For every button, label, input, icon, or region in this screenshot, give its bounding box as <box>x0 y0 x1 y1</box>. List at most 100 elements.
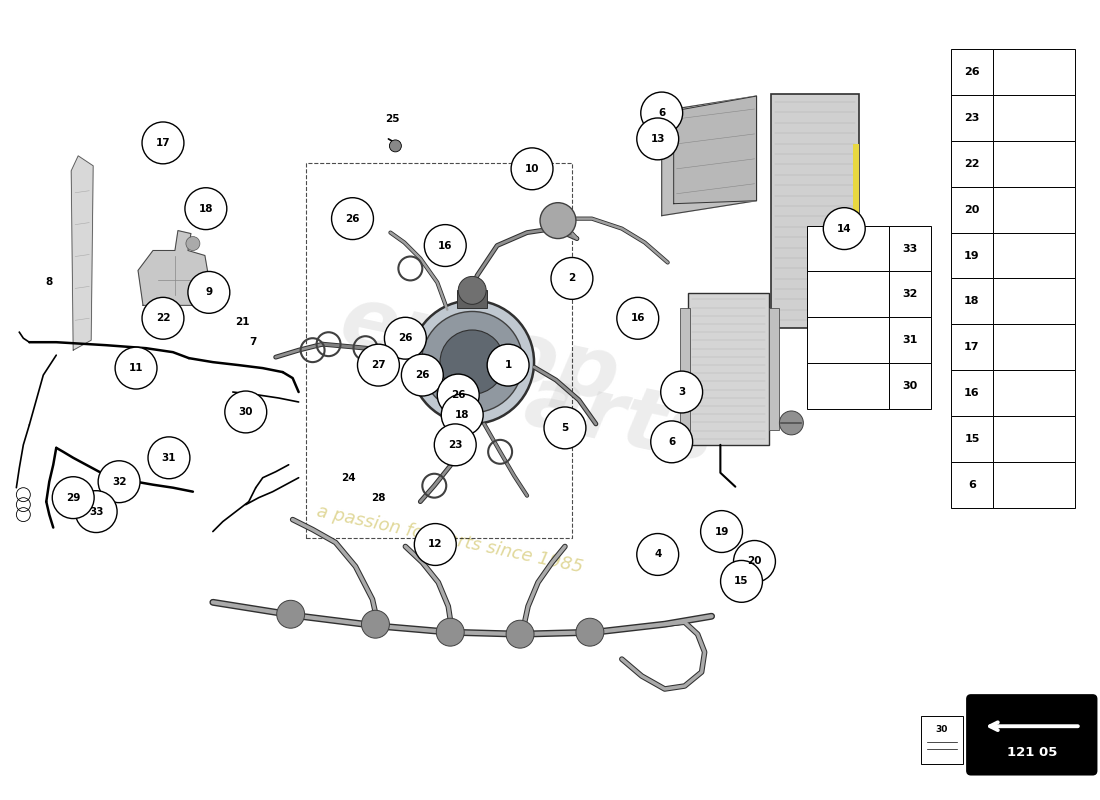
Text: 17: 17 <box>156 138 170 148</box>
Circle shape <box>98 461 140 502</box>
Circle shape <box>440 330 505 394</box>
Text: 30: 30 <box>239 407 253 417</box>
Circle shape <box>540 202 576 238</box>
Circle shape <box>437 618 464 646</box>
Bar <box>993 324 1075 370</box>
Bar <box>889 363 931 409</box>
Circle shape <box>331 198 373 239</box>
Text: 16: 16 <box>964 388 980 398</box>
Circle shape <box>434 424 476 466</box>
Text: 12: 12 <box>428 539 442 550</box>
Circle shape <box>720 561 762 602</box>
Bar <box>952 50 993 95</box>
Circle shape <box>75 490 117 533</box>
Text: 7: 7 <box>249 338 256 347</box>
Circle shape <box>185 188 227 230</box>
Text: a passion for parts since 1985: a passion for parts since 1985 <box>316 502 585 577</box>
Bar <box>993 278 1075 324</box>
Text: 9: 9 <box>206 287 212 298</box>
Text: 6: 6 <box>658 108 666 118</box>
Text: 31: 31 <box>162 453 176 462</box>
Bar <box>854 144 859 278</box>
Circle shape <box>116 347 157 389</box>
Text: 25: 25 <box>385 114 399 124</box>
Circle shape <box>544 407 586 449</box>
Circle shape <box>637 534 679 575</box>
Bar <box>889 318 931 363</box>
Text: 26: 26 <box>398 334 412 343</box>
Text: 30: 30 <box>936 725 948 734</box>
Text: 121 05: 121 05 <box>1006 746 1057 759</box>
Circle shape <box>421 311 522 413</box>
Text: 19: 19 <box>964 250 980 261</box>
Text: 22: 22 <box>156 314 170 323</box>
Text: 2: 2 <box>569 274 575 283</box>
Text: 4: 4 <box>654 550 661 559</box>
Circle shape <box>551 258 593 299</box>
Circle shape <box>362 610 389 638</box>
Text: 16: 16 <box>630 314 645 323</box>
Text: 16: 16 <box>438 241 452 250</box>
Text: 18: 18 <box>965 296 980 306</box>
Bar <box>807 363 889 409</box>
Bar <box>993 462 1075 508</box>
Text: 17: 17 <box>965 342 980 352</box>
Circle shape <box>425 225 466 266</box>
Circle shape <box>142 122 184 164</box>
Text: 26: 26 <box>345 214 360 224</box>
Text: 1: 1 <box>505 360 512 370</box>
Circle shape <box>410 300 534 424</box>
Bar <box>993 370 1075 416</box>
Circle shape <box>142 298 184 339</box>
Text: 29: 29 <box>66 493 80 502</box>
Bar <box>952 186 993 233</box>
Circle shape <box>186 237 200 250</box>
Bar <box>952 370 993 416</box>
Bar <box>769 308 780 430</box>
Text: 26: 26 <box>964 67 980 77</box>
Text: 8: 8 <box>45 278 53 287</box>
FancyBboxPatch shape <box>967 695 1097 774</box>
Circle shape <box>277 600 305 628</box>
Circle shape <box>651 421 693 462</box>
Bar <box>952 141 993 186</box>
Circle shape <box>389 140 402 152</box>
Text: europ: europ <box>333 280 627 420</box>
Circle shape <box>459 277 486 304</box>
Text: 27: 27 <box>371 360 386 370</box>
Text: 21: 21 <box>235 318 250 327</box>
Polygon shape <box>72 156 94 350</box>
Circle shape <box>576 618 604 646</box>
Bar <box>458 290 487 308</box>
Text: 6: 6 <box>668 437 675 447</box>
Bar <box>889 226 931 271</box>
Polygon shape <box>138 230 211 306</box>
Circle shape <box>506 620 534 648</box>
Circle shape <box>780 411 803 435</box>
Text: 26: 26 <box>451 390 465 400</box>
Text: 14: 14 <box>837 223 851 234</box>
Bar <box>807 226 889 271</box>
Bar <box>807 271 889 318</box>
Text: 11: 11 <box>129 363 143 373</box>
Text: 26: 26 <box>415 370 430 380</box>
Text: 6: 6 <box>968 480 976 490</box>
Bar <box>993 233 1075 278</box>
Text: 23: 23 <box>965 113 980 123</box>
Circle shape <box>701 510 743 553</box>
Text: 23: 23 <box>448 440 462 450</box>
Text: 31: 31 <box>902 335 917 346</box>
Bar <box>952 416 993 462</box>
Bar <box>921 716 962 764</box>
Text: arts: arts <box>517 359 723 481</box>
Text: 30: 30 <box>902 381 917 391</box>
Text: 32: 32 <box>902 290 917 299</box>
Circle shape <box>224 391 266 433</box>
Bar <box>889 271 931 318</box>
Bar <box>993 141 1075 186</box>
Bar <box>952 462 993 508</box>
Bar <box>993 416 1075 462</box>
Circle shape <box>415 523 456 566</box>
Bar <box>993 186 1075 233</box>
Circle shape <box>148 437 190 478</box>
